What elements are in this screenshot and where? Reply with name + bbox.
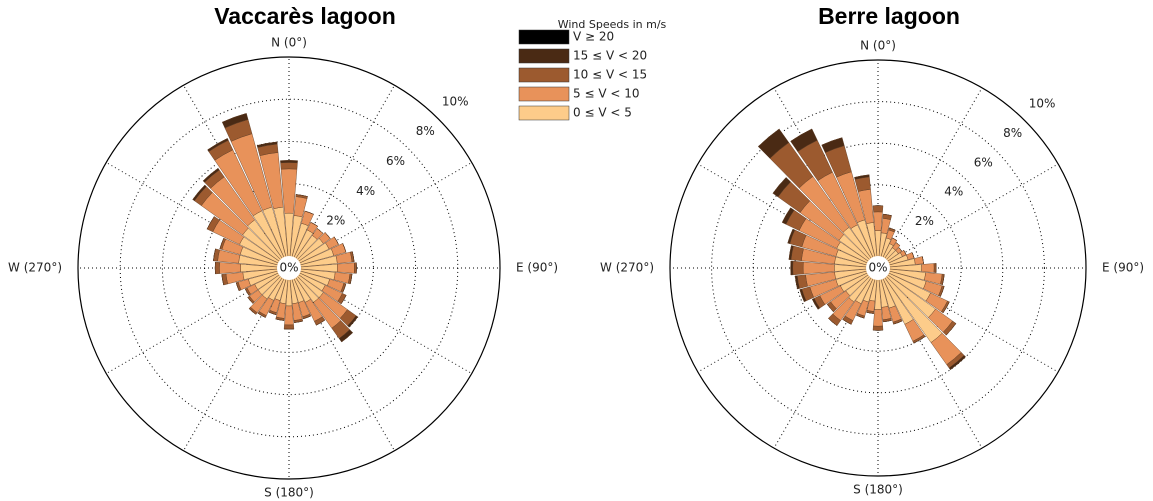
- wind-bar: [192, 184, 206, 200]
- spoke: [877, 163, 1059, 269]
- center-disc: [277, 256, 301, 280]
- legend-label: 10 ≤ V < 15: [573, 68, 647, 82]
- legend-swatch: [518, 86, 570, 102]
- wind-bar: [284, 305, 294, 326]
- r-tick-label: 10%: [442, 94, 469, 108]
- r-tick-label: 4%: [356, 184, 375, 198]
- legend-swatch: [518, 29, 570, 45]
- r-tick-label: 8%: [416, 124, 435, 138]
- wind-bar: [799, 289, 805, 302]
- wind-bar: [222, 113, 247, 123]
- r-tick-label: 6%: [974, 155, 993, 169]
- wind-bar: [788, 245, 792, 260]
- r-tick-label: 0%: [868, 261, 887, 275]
- grid-ring: [711, 101, 1045, 435]
- wind-bar: [213, 248, 216, 261]
- r-tick-label: 2%: [915, 214, 934, 228]
- wind-bar: [903, 250, 907, 255]
- wind-bar: [206, 216, 215, 230]
- wind-bar: [352, 251, 355, 262]
- wind-bar: [294, 320, 303, 323]
- grid-ring: [669, 59, 1087, 477]
- r-tick-label: 0%: [279, 261, 298, 275]
- wind-bar: [872, 205, 884, 213]
- wind-bar: [854, 176, 871, 192]
- wind-bar: [337, 262, 355, 274]
- angle-label: N (0°): [271, 36, 307, 50]
- legend-swatch: [518, 48, 570, 64]
- wind-bar: [790, 128, 813, 142]
- legend-label: V ≥ 20: [573, 30, 614, 44]
- angle-label: E (90°): [1102, 261, 1144, 275]
- angle-label: E (90°): [516, 261, 558, 275]
- wind-bar: [792, 260, 804, 276]
- wind-bar: [283, 324, 295, 330]
- wind-bar: [268, 311, 277, 315]
- legend-label: 15 ≤ V < 20: [573, 49, 647, 63]
- wind-bar: [921, 263, 935, 273]
- angle-label: S (180°): [264, 486, 314, 500]
- wind-bar: [872, 325, 884, 331]
- wind-bar: [873, 211, 883, 231]
- wind-bar: [842, 319, 852, 325]
- spoke: [877, 87, 983, 269]
- wind-bar: [214, 261, 220, 275]
- wind-bar: [802, 261, 835, 275]
- legend-label: 5 ≤ V < 10: [573, 87, 639, 101]
- wind-bar: [945, 323, 957, 336]
- spoke: [697, 267, 879, 373]
- angle-label: W (270°): [600, 261, 654, 275]
- angle-label: S (180°): [853, 483, 903, 497]
- wind-bar: [888, 227, 896, 231]
- wind-bar: [873, 309, 883, 327]
- spoke: [877, 267, 1059, 373]
- wind-bar: [324, 232, 331, 239]
- spoke: [773, 267, 879, 449]
- grid-ring: [77, 56, 501, 480]
- angle-label: N (0°): [860, 39, 896, 53]
- wind-bar: [316, 319, 326, 326]
- wind-bar: [794, 275, 798, 290]
- r-tick-label: 4%: [944, 185, 963, 199]
- center-disc: [866, 256, 890, 280]
- wind-bar: [913, 256, 924, 265]
- wind-bar: [342, 283, 347, 293]
- wind-bar: [304, 210, 314, 215]
- wind-bar: [207, 138, 228, 151]
- chart-title: Vaccarès lagoon: [214, 3, 396, 29]
- angle-label: W (270°): [8, 261, 62, 275]
- grid-ring: [161, 140, 417, 396]
- wind-bar: [942, 301, 950, 313]
- r-tick-label: 10%: [1029, 96, 1056, 110]
- wind-bar: [280, 162, 298, 170]
- wind-bar: [247, 297, 254, 304]
- legend-swatch: [518, 105, 570, 121]
- wind-bar: [350, 273, 353, 285]
- legend-label: 0 ≤ V < 5: [573, 106, 632, 120]
- r-tick-label: 8%: [1003, 126, 1022, 140]
- wind-bar: [790, 260, 794, 276]
- wind-bar: [353, 262, 357, 274]
- wind-bar: [219, 238, 224, 250]
- wind-bar: [219, 262, 241, 274]
- spoke: [877, 267, 983, 449]
- wind-bar: [933, 263, 937, 273]
- r-tick-label: 2%: [326, 214, 345, 228]
- wind-bar: [280, 168, 298, 214]
- r-tick-label: 6%: [386, 154, 405, 168]
- legend-title: Wind Speeds in m/s: [558, 18, 667, 31]
- chart-title: Berre lagoon: [818, 3, 960, 29]
- wind-bar: [854, 174, 870, 178]
- wind-bar: [295, 194, 308, 197]
- legend-swatch: [518, 67, 570, 83]
